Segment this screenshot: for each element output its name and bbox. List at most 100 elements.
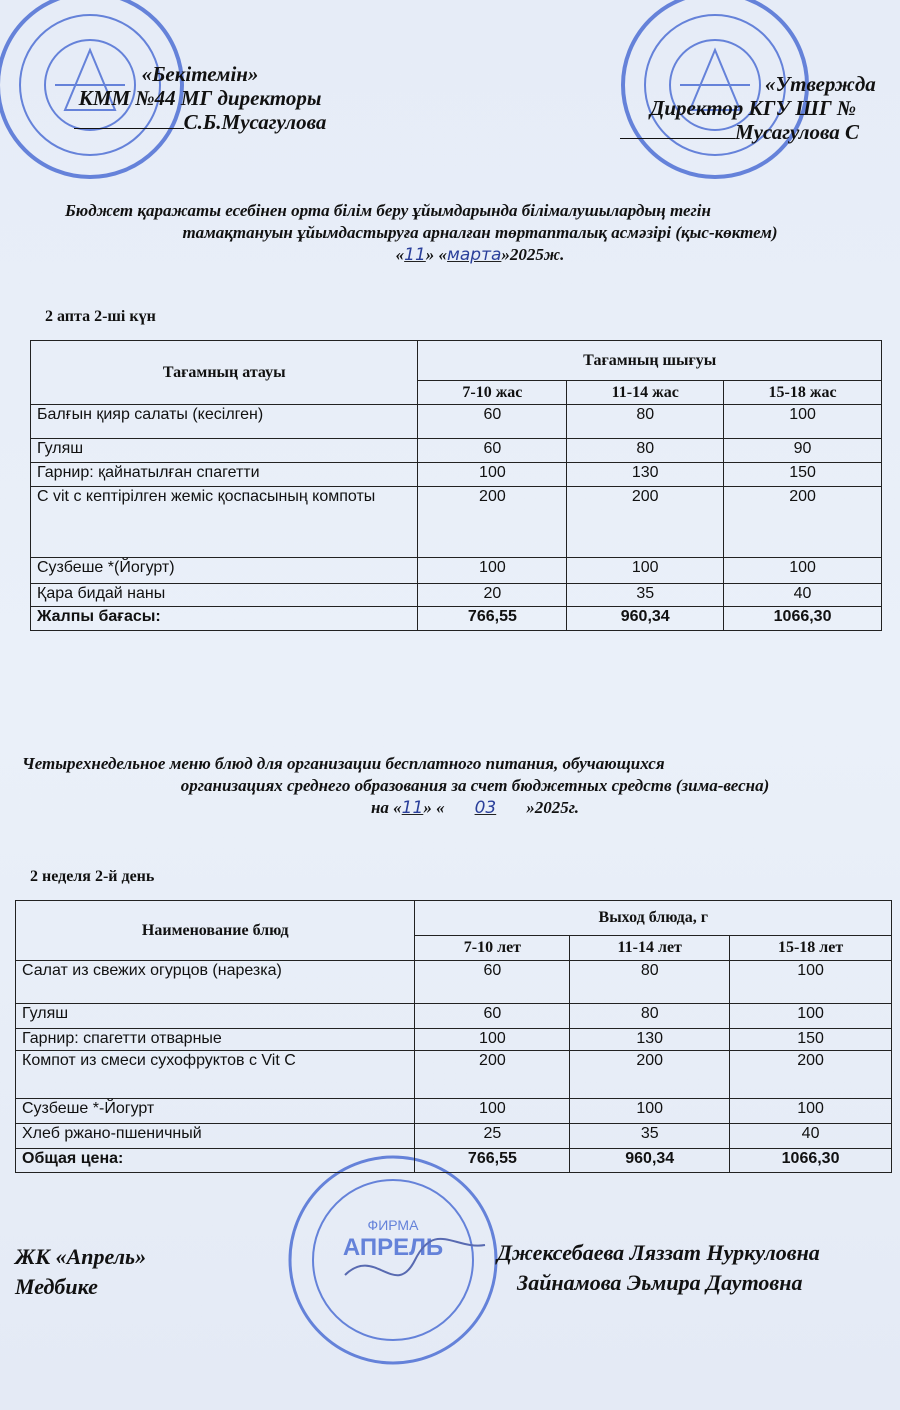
svg-text:ФИРМА: ФИРМА [368, 1217, 420, 1233]
portion-value: 40 [723, 583, 882, 607]
portion-value: 100 [729, 1098, 892, 1124]
portion-value: 100 [566, 557, 725, 584]
title-kz-line1: Бюджет қаражаты есебінен орта білім беру… [65, 201, 711, 220]
portion-value: 60 [417, 438, 568, 463]
column-header-age: 15-18 лет [729, 935, 892, 961]
portion-value: 35 [566, 583, 725, 607]
dish-name: Қара бидай наны [29, 583, 419, 607]
nurse-label: Медбике [15, 1274, 98, 1299]
date-month-handwritten: марта [447, 245, 502, 265]
portion-value: 130 [566, 462, 725, 487]
date-quote: « [395, 245, 405, 264]
approval-kz-signature-line: С.Б.Мусагулова [45, 110, 355, 134]
portion-value: 100 [417, 557, 568, 584]
table-row: Хлеб ржано-пшеничный 25 35 40 [14, 1123, 892, 1149]
title-ru-date: на «11» « 03 »2025г. [25, 797, 900, 819]
portion-value: 200 [729, 1050, 892, 1099]
portion-value: 80 [566, 438, 725, 463]
header-row: Тағамның атауы Тағамның шығуы [29, 340, 882, 405]
date-day-handwritten: 11 [404, 245, 426, 265]
portion-value: 80 [566, 404, 725, 439]
table-row: Салат из свежих огурцов (нарезка) 60 80 100 [14, 960, 892, 1004]
title-kz-line2: тамақтануын ұйымдастыруға арналған төрта… [182, 223, 778, 242]
svg-text:АПРЕЛЬ: АПРЕЛЬ [343, 1234, 443, 1261]
total-row: Жалпы бағасы: 766,55 960,34 1066,30 [29, 606, 882, 631]
total-price: 1066,30 [723, 606, 882, 631]
table-row: Қара бидай наны 20 35 40 [29, 583, 882, 607]
portion-value: 60 [414, 960, 571, 1004]
title-kz-2: тамақтануын ұйымдастыруға арналған төрта… [30, 222, 900, 266]
dish-name: Балғын қияр салаты (кесілген) [29, 404, 419, 439]
table-row: Сузбеше *(Йогурт) 100 100 100 [29, 557, 882, 584]
portion-value: 200 [414, 1050, 571, 1099]
column-header-name: Наименование блюд [14, 900, 416, 961]
column-header-output: Тағамның шығуы [417, 340, 882, 381]
portion-value: 60 [417, 404, 568, 439]
table-row: Гуляш 60 80 90 [29, 438, 882, 463]
dish-name: Гарнир: қайнатылған спагетти [29, 462, 419, 487]
supplier-name: ЖК «Апрель» [15, 1244, 147, 1269]
approval-kz: «Бекітемін» КММ №44 МГ директоры С.Б.Мус… [45, 62, 355, 134]
portion-value: 80 [569, 1003, 731, 1029]
portion-value: 20 [417, 583, 568, 607]
portion-value: 80 [569, 960, 731, 1004]
date-year: »2025ж. [501, 245, 565, 264]
date-month-handwritten: 03 [474, 798, 497, 818]
total-price: 960,34 [569, 1148, 731, 1173]
title-ru: Четырехнедельное меню блюд для организац… [22, 753, 665, 775]
portion-value: 150 [723, 462, 882, 487]
supplier-person: Джексебаева Ляззат Нуркуловна [497, 1240, 820, 1265]
dish-name: Гуляш [29, 438, 419, 463]
total-label: Общая цена: [14, 1148, 416, 1173]
portion-value: 100 [417, 462, 568, 487]
portion-value: 150 [729, 1028, 892, 1051]
portion-value: 40 [729, 1123, 892, 1149]
portion-value: 100 [414, 1028, 571, 1051]
title-ru-2: организациях среднего образования за сче… [25, 775, 900, 819]
date-quote: » « [423, 798, 445, 817]
portion-value: 35 [569, 1123, 731, 1149]
day-label-kz: 2 апта 2-ші күн [45, 308, 156, 325]
date-year: »2025г. [526, 798, 580, 817]
column-header-name: Тағамның атауы [29, 340, 419, 405]
dish-name: Салат из свежих огурцов (нарезка) [14, 960, 416, 1004]
school-seal-right [621, 0, 809, 179]
date-day-handwritten: 11 [401, 798, 424, 818]
column-header-age: 11-14 жас [566, 380, 725, 405]
total-price: 960,34 [566, 606, 725, 631]
portion-value: 25 [414, 1123, 571, 1149]
column-header-output: Выход блюда, г [414, 900, 892, 936]
portion-value: 100 [569, 1098, 731, 1124]
column-header-age: 7-10 лет [414, 935, 571, 961]
total-row: Общая цена: 766,55 960,34 1066,30 [14, 1148, 892, 1173]
portion-value: 130 [569, 1028, 731, 1051]
title-ru-line1: Четырехнедельное меню блюд для организац… [22, 754, 665, 773]
title-kz: Бюджет қаражаты есебінен орта білім беру… [65, 200, 711, 222]
portion-value: 100 [414, 1098, 571, 1124]
header-row: Наименование блюд Выход блюда, г [14, 900, 892, 961]
portion-value: 200 [566, 486, 725, 558]
portion-value: 100 [723, 404, 882, 439]
title-ru-line2: организациях среднего образования за сче… [180, 776, 770, 795]
table-row: Гарнир: қайнатылған спагетти 100 130 150 [29, 462, 882, 487]
approval-kz-line2: КММ №44 МГ директоры [78, 86, 322, 110]
approval-ru-line3: Мусагулова С [735, 120, 860, 144]
approval-ru-signature-line: Мусагулова С [620, 120, 876, 144]
table-row: Балғын қияр салаты (кесілген) 60 80 100 [29, 404, 882, 439]
portion-value: 200 [569, 1050, 731, 1099]
table-row: C vit c кептірілген жеміс қоспасының ком… [29, 486, 882, 558]
approval-ru: «Утвержда Директор КГУ ШГ № Мусагулова С [620, 72, 876, 144]
total-price: 766,55 [414, 1148, 571, 1173]
nurse-person: Зайнамова Эьмира Даутовна [517, 1270, 803, 1295]
signatures-left: ЖК «Апрель» Медбике [15, 1242, 146, 1302]
column-header-age: 15-18 жас [723, 380, 882, 405]
dish-name: Компот из смеси сухофруктов с Vit C [14, 1050, 416, 1099]
table-row: Сузбеше *-Йогурт 100 100 100 [14, 1098, 892, 1124]
table-row: Гуляш 60 80 100 [14, 1003, 892, 1029]
portion-value: 200 [723, 486, 882, 558]
menu-table-ru: Наименование блюд Выход блюда, г 7-10 лет 1… [14, 900, 892, 1173]
dish-name: Сузбеше *(Йогурт) [29, 557, 419, 584]
approval-ru-line1: «Утвержда [765, 72, 876, 96]
portion-value: 100 [723, 557, 882, 584]
date-quote: » « [425, 245, 448, 264]
